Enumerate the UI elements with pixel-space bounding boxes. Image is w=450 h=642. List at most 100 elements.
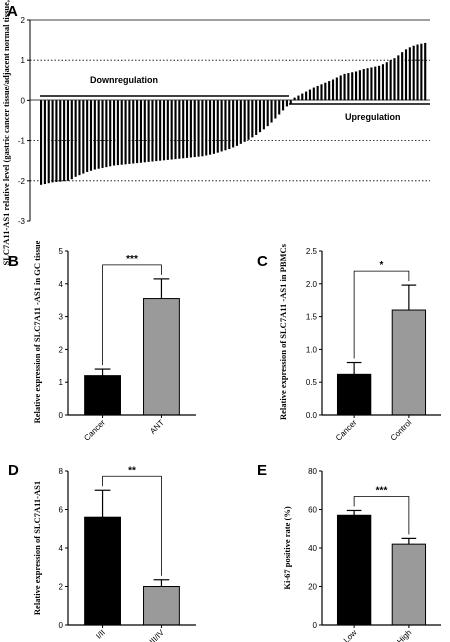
panel-c-y-tick-label: 2.0 xyxy=(306,280,318,289)
panel-a-bar xyxy=(385,62,388,101)
panel-a-bar xyxy=(362,69,365,101)
panel-b-y-tick-label: 2 xyxy=(59,345,64,354)
panel-a-bar xyxy=(109,100,112,167)
panel-a-bar xyxy=(59,100,62,182)
panel-a-bar xyxy=(301,93,304,101)
panel-d-y-tick-label: 2 xyxy=(59,583,64,592)
panel-a-bar xyxy=(374,66,377,101)
panel-a-bar xyxy=(105,100,108,168)
panel-a-bar xyxy=(389,60,392,101)
panel-a-bar xyxy=(282,100,285,111)
panel-a-bar xyxy=(378,65,381,101)
panel-a-bar xyxy=(51,100,54,183)
panel-a-bar xyxy=(262,100,265,130)
panel-c-category-labels: Cancer Control xyxy=(334,415,413,443)
panel-e-significance-bracket xyxy=(353,496,410,535)
panel-a-bar xyxy=(366,68,369,101)
panel-e-bar xyxy=(391,543,427,626)
panel-c-bar xyxy=(336,373,372,416)
panel-a-bar xyxy=(40,100,43,185)
panel-e-y-tick-label: 40 xyxy=(308,544,317,553)
panel-a-ylabel: SLC7A11-AS1 relative level (gastric canc… xyxy=(1,0,11,266)
panel-c-y-tick-label: 0.5 xyxy=(306,378,318,387)
panel-a-bar xyxy=(358,70,361,101)
panel-a-y-tick-label: -1 xyxy=(18,137,26,146)
panel-e-y-tick-label: 0 xyxy=(313,621,318,630)
panel-a-bar xyxy=(78,100,81,176)
panel-letter-e: E xyxy=(257,462,267,479)
panel-b-y-tick-label: 0 xyxy=(59,411,64,420)
panel-a-y-ticks: -3 -2 -1 0 1 2 xyxy=(18,16,30,226)
panel-c-significance-bracket xyxy=(353,270,410,359)
panel-a-bar xyxy=(305,91,308,101)
panel-a-bar xyxy=(185,100,189,158)
panel-a-bar xyxy=(136,100,139,164)
panel-a-bar xyxy=(66,100,70,181)
panel-e-y-ticks: 0 20 40 60 80 xyxy=(308,467,322,630)
panel-a-bar xyxy=(193,100,196,158)
panel-d-ylabel: Relative expression of SLC7A11-AS1 xyxy=(32,481,42,615)
panel-c-y-tick-label: 2.5 xyxy=(306,247,318,256)
panel-a-bar xyxy=(47,100,50,184)
panel-a-bar xyxy=(205,100,208,156)
panel-d-y-tick-label: 6 xyxy=(59,506,64,515)
panel-a-bar xyxy=(139,100,142,163)
panel-a-bar xyxy=(397,55,400,101)
panel-b-y-tick-label: 3 xyxy=(59,313,64,322)
panel-d-bar xyxy=(84,516,121,626)
panel-a-bar xyxy=(120,100,123,165)
panel-b-significance: *** xyxy=(126,254,138,265)
panel-b-category-label: ANT xyxy=(148,418,166,436)
panel-a-bar xyxy=(247,100,250,140)
panel-a-bar xyxy=(159,100,162,161)
panel-a-bar xyxy=(347,73,350,101)
panel-b: B Relative expression of SLC7A11 -AS1 in… xyxy=(8,240,196,443)
panel-a-bar xyxy=(285,100,288,107)
panel-a-bar xyxy=(404,49,408,101)
panel-a-bar xyxy=(312,87,315,101)
panel-a-bar xyxy=(393,58,396,101)
panel-c-ylabel: Relative expression of SLC7A11 -AS1 in P… xyxy=(278,243,288,420)
panel-b-y-ticks: 0 1 2 3 4 5 xyxy=(59,247,68,420)
panel-c: C Relative expression of SLC7A11 -AS1 in… xyxy=(257,243,441,443)
panel-e-category-label: High xyxy=(395,628,413,642)
panel-e: E Ki-67 positive rate (%) 0 20 40 60 80 Low H… xyxy=(257,462,441,642)
panel-d-bars xyxy=(84,489,180,626)
panel-b-significance-bracket xyxy=(102,264,162,366)
panel-a-bar xyxy=(401,52,404,101)
panel-c-y-tick-label: 0.0 xyxy=(306,411,318,420)
panel-e-y-tick-label: 80 xyxy=(308,467,317,476)
panel-a-bar xyxy=(320,84,323,101)
panel-b-category-label: Cancer xyxy=(82,418,107,443)
panel-d-significance-bracket xyxy=(102,475,162,576)
panel-a-bar xyxy=(289,100,292,104)
panel-a: A SLC7A11-AS1 relative level (gastric ca… xyxy=(1,0,430,266)
panel-a-bar xyxy=(162,100,166,161)
panel-a-bar xyxy=(412,45,415,101)
panel-a-bar xyxy=(258,100,262,133)
panel-a-bar xyxy=(147,100,150,162)
panel-e-chart: 0 20 40 60 80 Low High *** xyxy=(308,467,441,642)
panel-e-y-tick-label: 20 xyxy=(308,583,317,592)
panel-a-bar xyxy=(216,100,219,153)
panel-a-bar xyxy=(416,44,419,101)
panel-a-bar xyxy=(209,100,212,155)
panel-b-category-labels: Cancer ANT xyxy=(82,415,166,443)
panel-a-bar xyxy=(124,100,127,165)
panel-a-bar xyxy=(132,100,135,164)
panel-a-bar xyxy=(116,100,119,166)
panel-e-bars xyxy=(336,509,427,626)
panel-a-bar xyxy=(151,100,154,162)
panel-d-category-labels: I/II III/IV xyxy=(94,625,166,642)
panel-a-bar xyxy=(86,100,89,172)
panel-a-bar xyxy=(89,100,93,171)
panel-letter-c: C xyxy=(257,253,268,270)
panel-a-y-tick-label: -2 xyxy=(18,177,26,186)
panel-a-y-tick-label: 0 xyxy=(21,96,26,105)
panel-a-bar xyxy=(93,100,96,170)
panel-d-category-label: I/II xyxy=(94,628,107,641)
panel-a-bar xyxy=(297,95,300,101)
panel-b-chart: 0 1 2 3 4 5 Cancer ANT *** xyxy=(59,247,196,443)
panel-d-category-label: III/IV xyxy=(148,628,166,642)
panel-a-bar xyxy=(182,100,185,159)
